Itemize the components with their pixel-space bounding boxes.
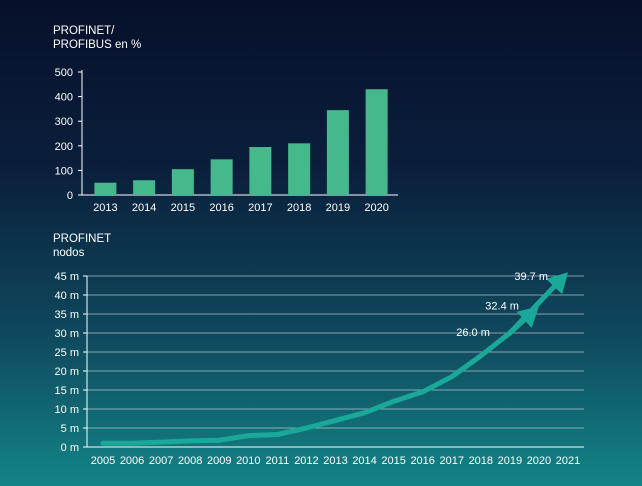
line-chart-title: PROFINET nodos: [53, 232, 111, 260]
bar-x-tick-label: 2020: [364, 202, 388, 214]
line-chart: 0 m 5 m 10 m 15 m 20 m 25 m 30 m 35 m 40 m 45 m 20…: [55, 271, 584, 467]
bar-y-tick-label: 100: [55, 165, 73, 177]
line-y-tick-label: 45 m: [55, 271, 79, 283]
bar-2018: [288, 143, 311, 195]
line-x-tick-label: 2017: [440, 455, 464, 467]
line-x-tick-label: 2020: [527, 455, 551, 467]
bar-chart-title-line-1: PROFINET/: [53, 25, 115, 37]
line-x-tick-label: 2009: [207, 455, 231, 467]
line-x-tick-label: 2012: [294, 455, 318, 467]
line-x-tick-label: 2007: [149, 455, 173, 467]
line-x-tick-label: 2014: [352, 455, 376, 467]
line-x-tick-label: 2006: [120, 455, 144, 467]
line-x-tick-label: 2021: [556, 455, 580, 467]
bar-y-tick-label: 400: [55, 92, 73, 104]
nodes-growth-line: [100, 330, 513, 446]
arrow-2021-head: [546, 272, 568, 295]
bar-y-tick-label: 200: [55, 141, 73, 153]
bar-2017: [249, 147, 272, 195]
bar-2020: [365, 89, 388, 195]
line-y-tick-label: 30 m: [55, 328, 79, 340]
bar-2016: [210, 159, 233, 195]
line-chart-title-line-1: PROFINET: [53, 233, 112, 245]
line-y-tick-label: 25 m: [55, 347, 79, 359]
bar-y-tick-label: 0: [67, 190, 73, 202]
bar-y-tick-label: 500: [55, 67, 73, 79]
bar-x-tick-label: 2015: [171, 202, 195, 214]
line-x-tick-label: 2015: [381, 455, 405, 467]
line-y-tick-label: 40 m: [55, 290, 79, 302]
arrow-2021-shaft: [507, 284, 557, 336]
line-y-tick-label: 0 m: [61, 442, 79, 454]
bar-chart-title-line-2: PROFIBUS en %: [53, 39, 142, 51]
line-chart-title-line-2: nodos: [53, 247, 85, 259]
bar-x-tick-label: 2016: [209, 202, 233, 214]
bar-x-tick-label: 2019: [326, 202, 350, 214]
bar-2013: [94, 182, 117, 195]
line-x-tick-label: 2008: [178, 455, 202, 467]
bar-y-tick-label: 300: [55, 116, 73, 128]
value-annotation-2019: 26.0 m: [456, 327, 490, 339]
bar-2015: [171, 169, 194, 195]
line-y-tick-label: 15 m: [55, 385, 79, 397]
bar-x-tick-label: 2014: [132, 202, 156, 214]
line-x-tick-label: 2018: [469, 455, 493, 467]
line-x-tick-label: 2011: [266, 455, 290, 467]
bar-x-tick-label: 2018: [287, 202, 311, 214]
bar-x-tick-label: 2013: [93, 202, 117, 214]
line-x-tick-label: 2013: [323, 455, 347, 467]
line-y-tick-label: 20 m: [55, 366, 79, 378]
value-annotation-2020: 32.4 m: [485, 300, 519, 312]
line-y-tick-label: 5 m: [61, 423, 79, 435]
bar-2019: [326, 110, 349, 195]
bar-x-tick-label: 2017: [248, 202, 272, 214]
line-y-tick-label: 35 m: [55, 309, 79, 321]
bar-chart-title: PROFINET/ PROFIBUS en %: [53, 24, 141, 52]
bar-chart: 0 100 200 300 400 500 2013 2014 2015 2016 2017 2018…: [55, 67, 398, 214]
line-x-tick-label: 2016: [410, 455, 434, 467]
line-x-tick-label: 2005: [91, 455, 115, 467]
value-annotation-2021: 39.7 m: [514, 271, 548, 283]
bar-2014: [133, 180, 156, 195]
line-y-tick-label: 10 m: [55, 404, 79, 416]
line-x-tick-label: 2010: [236, 455, 260, 467]
line-x-tick-label: 2019: [498, 455, 522, 467]
